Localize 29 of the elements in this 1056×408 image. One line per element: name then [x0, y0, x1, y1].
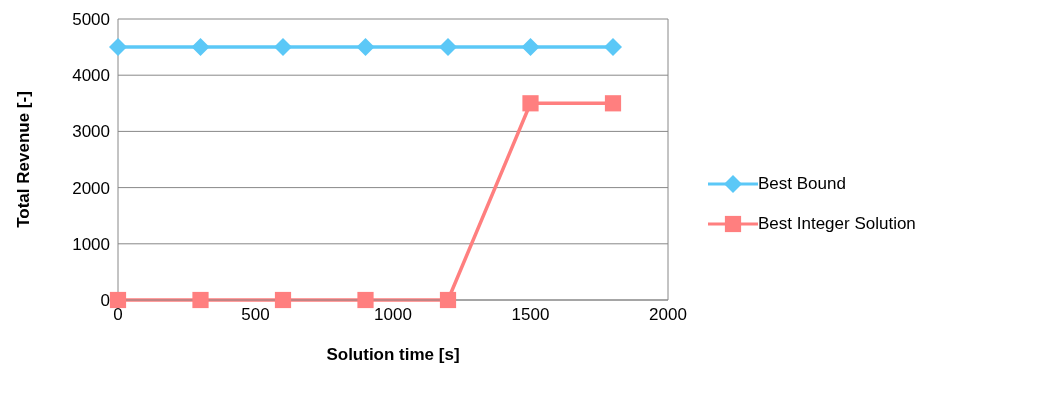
point	[604, 38, 622, 57]
y-tick-label: 2000	[72, 178, 110, 198]
point	[604, 95, 622, 112]
y-tick-label: 0	[100, 291, 110, 311]
point	[192, 291, 209, 309]
x-tick-label: 2000	[649, 305, 687, 325]
point	[522, 95, 539, 112]
point	[521, 38, 540, 57]
point	[439, 291, 457, 309]
point	[356, 38, 375, 57]
point	[109, 38, 127, 57]
legend-label: Best Bound	[758, 174, 846, 194]
legend-label: Best Integer Solution	[758, 214, 916, 234]
point	[357, 291, 374, 309]
y-tick-label: 5000	[72, 10, 110, 30]
point	[191, 38, 210, 57]
x-tick-label: 500	[241, 305, 270, 325]
x-tick-label: 1000	[374, 305, 412, 325]
x-tick-label: 1500	[511, 305, 550, 325]
point	[274, 291, 292, 309]
point	[274, 38, 292, 57]
point	[109, 291, 127, 309]
y-axis-title: Total Revenue [-]	[14, 91, 34, 228]
x-tick-label: 0	[113, 305, 123, 325]
y-tick-label: 1000	[72, 234, 110, 254]
y-tick-label: 3000	[72, 122, 110, 142]
y-tick-label: 4000	[72, 66, 110, 86]
x-axis-title: Solution time [s]	[326, 345, 460, 364]
point	[439, 38, 457, 57]
